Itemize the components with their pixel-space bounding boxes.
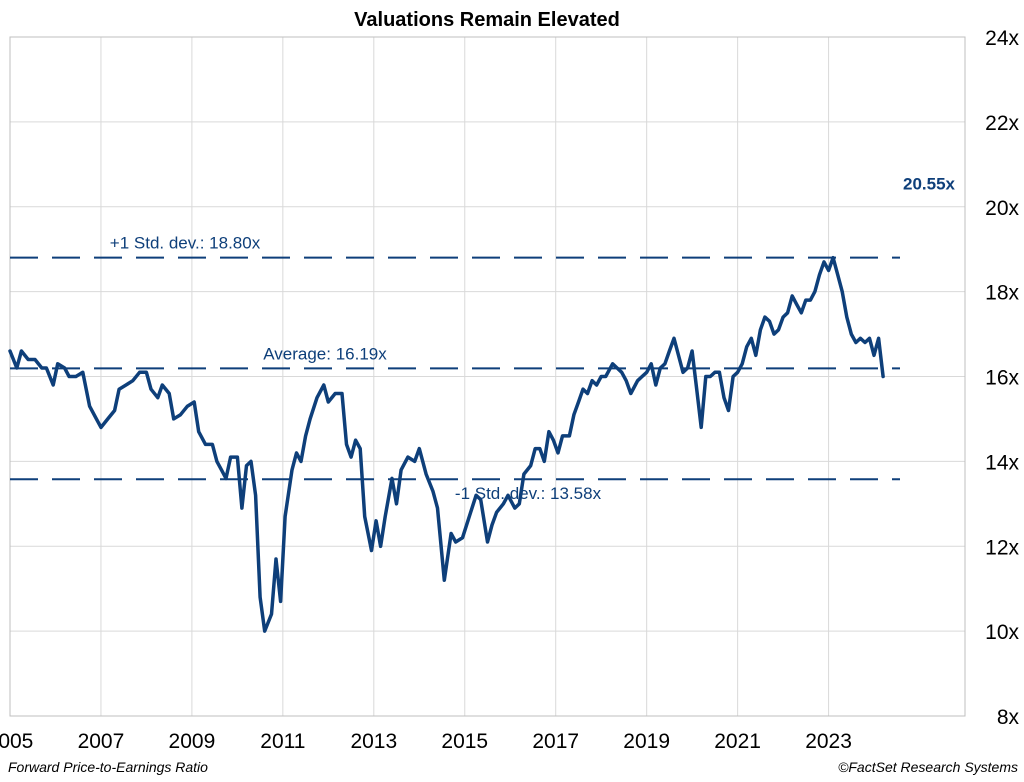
- x-tick-label: 2017: [532, 730, 579, 753]
- chart-title: Valuations Remain Elevated: [354, 9, 620, 31]
- y-tick-label: 24x: [985, 27, 1019, 50]
- reference-line-label: -1 Std. dev.: 13.58x: [455, 484, 602, 503]
- plot-frame: [9, 36, 966, 717]
- x-tick-label: 2005: [0, 730, 33, 753]
- y-tick-label: 22x: [985, 112, 1019, 135]
- y-tick-label: 12x: [985, 536, 1019, 559]
- x-tick-label: 2019: [623, 730, 670, 753]
- end-value-label: 20.55x: [903, 174, 956, 193]
- series-line: [8, 255, 885, 633]
- x-tick-label: 2009: [169, 730, 216, 753]
- reference-line-label: Average: 16.19x: [263, 344, 387, 363]
- y-tick-label: 20x: [985, 197, 1019, 220]
- footer-note: Forward Price-to-Earnings Ratio: [8, 759, 208, 775]
- x-tick-label: 2015: [441, 730, 488, 753]
- y-tick-label: 14x: [985, 451, 1019, 474]
- x-tick-label: 2007: [78, 730, 125, 753]
- footer-source: ©FactSet Research Systems: [838, 759, 1018, 775]
- y-tick-label: 8x: [997, 706, 1020, 729]
- x-tick-label: 2023: [805, 730, 852, 753]
- plot-area: 24x 22x 20x 18x 16x 14x 12x 10x 8x 2005 2007 2009 20…: [0, 27, 1019, 753]
- y-tick-label: 18x: [985, 282, 1019, 305]
- y-tick-label: 10x: [985, 621, 1019, 644]
- x-tick-label: 2021: [714, 730, 761, 753]
- y-tick-label: 16x: [985, 367, 1019, 390]
- x-tick-label: 2013: [350, 730, 397, 753]
- x-tick-label: 2011: [260, 730, 305, 753]
- reference-line-label: +1 Std. dev.: 18.80x: [110, 234, 261, 253]
